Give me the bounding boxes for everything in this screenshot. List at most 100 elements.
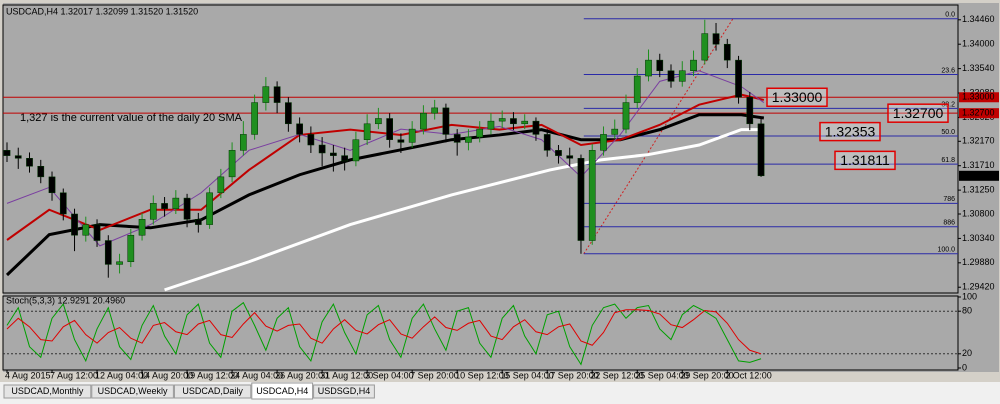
x-tick-label: 7 Aug 12:00 (50, 370, 98, 380)
tab[interactable]: USDCAD,Weekly (91, 384, 174, 399)
annotation-box (766, 87, 828, 108)
candle-body (3, 150, 11, 156)
candle-body (251, 102, 258, 135)
candle-body (217, 176, 225, 194)
candle-body (341, 155, 348, 162)
y-tick-label: 1.30800 (962, 208, 995, 218)
y-tick-label: 1.32170 (962, 136, 995, 146)
candle-body (172, 197, 180, 209)
fibo-label: 50.0 (941, 129, 955, 136)
candle-body (633, 75, 641, 103)
candle-body (183, 197, 191, 220)
candle-body (239, 134, 247, 151)
y-tick-label: 1.34460 (962, 14, 995, 24)
candle-body (386, 118, 393, 140)
y-tick-label: 1.31250 (962, 184, 995, 194)
candle-body (285, 102, 292, 125)
candle-body (622, 102, 630, 130)
annotation-label: 1.31811 (840, 152, 890, 168)
price-tag-label: 1.32700 (962, 108, 995, 118)
candle-body (59, 192, 67, 215)
tab-button[interactable] (251, 382, 314, 400)
x-tick-label: 17 Sep 20:00 (545, 370, 599, 380)
x-tick-label: 15 Sep 04:00 (500, 370, 554, 380)
candle-body (746, 97, 754, 125)
candle-body (476, 128, 484, 138)
price-tag (959, 92, 999, 103)
candle-body (82, 224, 90, 236)
x-tick-label: 12 Aug 04:00 (95, 370, 148, 380)
candle-body (116, 261, 123, 265)
y-tick-label: 1.34000 (962, 39, 995, 49)
tab-label[interactable]: USDSGD,H4 (318, 386, 371, 396)
chart-background (3, 3, 999, 372)
candle-body (273, 86, 281, 103)
candle-body (228, 150, 236, 178)
stoch-title: Stoch(5,3,3) 12.9291 20.4960 (6, 295, 125, 305)
candle-body (701, 33, 709, 61)
y-tick-label: 1.29880 (962, 257, 995, 267)
y-tick-label: 100 (962, 291, 977, 301)
annotation-box (819, 121, 881, 142)
candle-body (262, 86, 270, 103)
x-tick-label: 3 Sep 04:00 (365, 370, 414, 380)
y-tick-label: 0 (962, 362, 967, 372)
candle-body (363, 123, 371, 140)
note: 1,327 is the current value of the daily … (20, 112, 243, 124)
x-tick-label: 25 Sep 04:00 (635, 370, 689, 380)
tab[interactable]: USDSGD,H4 (313, 384, 375, 399)
x-tick-label: 10 Sep 12:00 (455, 370, 509, 380)
candle-body (397, 139, 405, 143)
tab-button[interactable] (91, 384, 174, 399)
x-tick-label: 24 Aug 04:00 (230, 370, 283, 380)
stoch-line (6, 309, 762, 355)
candle-body (26, 158, 33, 167)
fibo-label: 23.6 (941, 67, 955, 74)
candle-body (588, 150, 596, 241)
x-tick-label: 29 Sep 20:00 (680, 370, 734, 380)
candle-body (352, 139, 360, 162)
stoch-plot (3, 301, 958, 366)
candle-body (37, 165, 45, 178)
fibo-label: 61.8 (941, 157, 955, 164)
candle-body (510, 118, 517, 125)
moving-average (164, 128, 764, 292)
y-tick-label: 1.33540 (962, 63, 995, 73)
y-tick-label: 1.29420 (962, 282, 995, 292)
candle-body (532, 120, 540, 135)
tab-label[interactable]: USDCAD,Weekly (98, 386, 168, 396)
x-tick-label: 7 Sep 20:00 (410, 370, 459, 380)
y-tick-label: 20 (962, 348, 972, 358)
candle-body (307, 134, 315, 146)
tab[interactable]: USDCAD,Daily (173, 384, 252, 399)
candle-body (566, 155, 574, 159)
candle-body (487, 120, 495, 130)
tab[interactable]: USDCAD,Monthly (3, 384, 92, 399)
tab-button[interactable] (3, 384, 92, 399)
annotation-box (887, 103, 949, 123)
current-price-tag (959, 170, 999, 181)
candle-body (600, 134, 607, 151)
main-plot (3, 18, 958, 292)
candle-body (712, 33, 720, 45)
candle-body (138, 219, 146, 236)
candle-body (555, 150, 562, 156)
y-tick-label: 1.31710 (962, 160, 995, 170)
candle-body (48, 176, 56, 194)
tab[interactable]: USDCAD,H4 (251, 382, 314, 400)
candle-body (611, 128, 619, 135)
tab-button[interactable] (313, 384, 375, 399)
x-tick-label: 2 Oct 12:00 (725, 370, 772, 380)
tab-label[interactable]: USDCAD,Monthly (11, 386, 84, 396)
candle-body (543, 134, 551, 151)
fibo-label: 0.0 (945, 12, 955, 19)
candle-body (330, 152, 337, 156)
candle-body (408, 128, 416, 143)
candle-body (521, 120, 529, 125)
tab-button[interactable] (173, 384, 252, 399)
annotation-label: 1.32700 (893, 105, 944, 121)
candle-body (723, 43, 731, 61)
x-tick-label: 19 Aug 12:00 (185, 370, 238, 380)
tab-label[interactable]: USDCAD,H4 (256, 386, 308, 396)
tab-label[interactable]: USDCAD,Daily (182, 386, 243, 396)
